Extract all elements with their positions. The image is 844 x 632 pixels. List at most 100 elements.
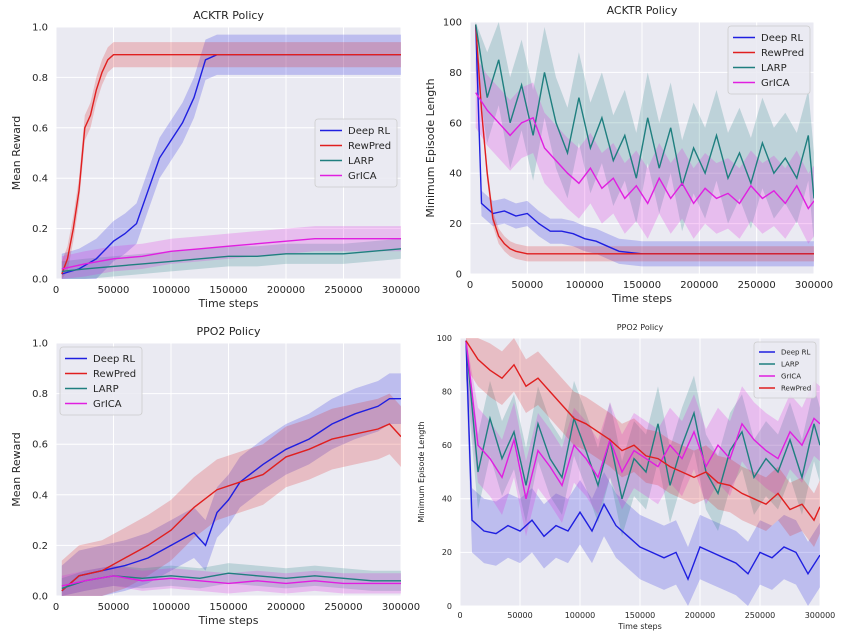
confidence-band-deep-rl — [61, 34, 401, 279]
x-tick-label: 50000 — [98, 602, 130, 613]
legend-label: RewPred — [761, 48, 804, 59]
legend-label: LARP — [348, 156, 374, 167]
confidence-band-larp — [61, 563, 401, 596]
series-line-rewpred — [61, 54, 401, 275]
legend-label: Deep RL — [348, 126, 390, 137]
series-line-grica — [475, 92, 814, 210]
x-tick-label: 250000 — [745, 611, 776, 620]
x-tick-label: 300000 — [795, 280, 833, 291]
y-axis-label: Mean Reward — [10, 432, 23, 506]
y-tick-label: 1.0 — [32, 339, 48, 350]
x-tick-label: 100000 — [565, 611, 596, 620]
series-line-grica — [61, 575, 401, 587]
x-tick-label: 150000 — [625, 611, 656, 620]
x-tick-label: 300000 — [382, 285, 420, 296]
legend-label: GrICA — [93, 399, 122, 410]
series-line-rewpred — [61, 423, 401, 592]
legend-label: Deep RL — [93, 354, 135, 365]
y-tick-label: 80 — [449, 68, 462, 79]
x-tick-label: 50000 — [98, 285, 130, 296]
x-tick-label: 250000 — [324, 285, 362, 296]
chart-title: ACKTR Policy — [607, 4, 678, 17]
x-axis-label: Time steps — [617, 622, 662, 631]
x-tick-label: 100000 — [152, 285, 190, 296]
chart-panel-2: 0 50000 100000 150000 200000 250000 300000 0 20 4… — [424, 4, 833, 305]
y-tick-label: 20 — [442, 548, 452, 557]
chart-panel-3: 0 50000 100000 150000 200000 250000 300000 0.0 0… — [10, 325, 420, 627]
x-tick-label: 200000 — [267, 285, 305, 296]
x-tick-label: 50000 — [511, 280, 543, 291]
legend-box — [727, 25, 811, 95]
x-tick-label: 100000 — [566, 280, 604, 291]
x-tick-label: 150000 — [209, 285, 247, 296]
y-tick-label: 0.6 — [32, 440, 48, 451]
series-line-deep-rl — [61, 398, 401, 592]
confidence-band-deep-rl — [466, 338, 820, 606]
chart-title: PPO2 Policy — [617, 323, 664, 332]
series-group — [61, 373, 401, 596]
series-group — [61, 34, 401, 279]
x-tick-label: 300000 — [805, 611, 836, 620]
y-tick-label: 0.0 — [32, 592, 48, 603]
y-tick-label: 0.6 — [32, 123, 48, 134]
chart-panel-1: 0 50000 100000 150000 200000 250000 300000 0.0 0… — [10, 9, 420, 310]
x-tick-label: 0 — [467, 280, 473, 291]
confidence-band-grica — [475, 57, 814, 244]
legend-label: Deep RL — [761, 33, 803, 44]
legend-label: LARP — [93, 384, 119, 395]
x-tick-label: 100000 — [152, 602, 190, 613]
legend: Deep RL RewPred LARP GrICA — [59, 346, 143, 416]
x-tick-label: 200000 — [267, 602, 305, 613]
chart-title: PPO2 Policy — [196, 325, 261, 338]
y-tick-label: 0.4 — [32, 490, 48, 501]
confidence-band-deep-rl — [475, 22, 814, 267]
y-tick-label: 0 — [447, 602, 452, 611]
y-tick-label: 0.8 — [32, 389, 48, 400]
legend-label: Deep RL — [781, 348, 811, 356]
series-line-rewpred — [475, 24, 814, 255]
y-tick-label: 100 — [437, 334, 452, 343]
y-tick-label: 0.0 — [32, 275, 48, 286]
legend-label: LARP — [761, 63, 787, 74]
legend-box — [59, 346, 143, 416]
series-line-larp — [61, 248, 401, 273]
legend-label: GrICA — [761, 78, 790, 89]
y-tick-label: 60 — [449, 118, 462, 129]
y-tick-label: 0.8 — [32, 73, 48, 84]
x-tick-label: 150000 — [209, 602, 247, 613]
x-axis-label: Time steps — [611, 292, 672, 305]
y-tick-label: 0.2 — [32, 541, 48, 552]
y-tick-label: 40 — [449, 169, 462, 180]
x-tick-label: 50000 — [507, 611, 532, 620]
y-tick-label: 40 — [442, 495, 452, 504]
legend: Deep RL RewPred LARP GrICA — [727, 25, 811, 95]
y-tick-label: 0 — [456, 270, 462, 281]
y-tick-label: 0.2 — [32, 224, 48, 235]
legend-label: GrICA — [781, 372, 801, 380]
x-tick-label: 0 — [53, 285, 59, 296]
legend-label: RewPred — [93, 369, 136, 380]
legend-label: LARP — [781, 360, 799, 368]
series-line-larp — [465, 340, 820, 500]
confidence-band-larp — [466, 338, 820, 537]
confidence-band-grica — [61, 565, 401, 596]
legend: Deep RL LARP GrICA RewPred — [753, 341, 817, 399]
legend-box — [314, 118, 398, 188]
y-axis-label: Minimum Episode Length — [424, 78, 437, 217]
series-group — [475, 22, 814, 267]
x-tick-label: 200000 — [685, 611, 716, 620]
x-axis-label: Time steps — [198, 297, 259, 310]
y-axis-label: Minimum Episode Length — [417, 421, 426, 522]
x-axis-label: Time steps — [198, 614, 259, 627]
x-tick-label: 250000 — [324, 602, 362, 613]
series-line-larp — [475, 24, 814, 199]
confidence-band-rewpred — [466, 338, 820, 547]
chart-title: ACKTR Policy — [193, 9, 264, 22]
y-tick-label: 80 — [442, 387, 452, 396]
legend-label: RewPred — [348, 141, 391, 152]
x-tick-label: 0 — [457, 611, 462, 620]
y-tick-label: 100 — [443, 18, 462, 29]
confidence-band-larp — [61, 238, 401, 279]
y-tick-label: 20 — [449, 219, 462, 230]
